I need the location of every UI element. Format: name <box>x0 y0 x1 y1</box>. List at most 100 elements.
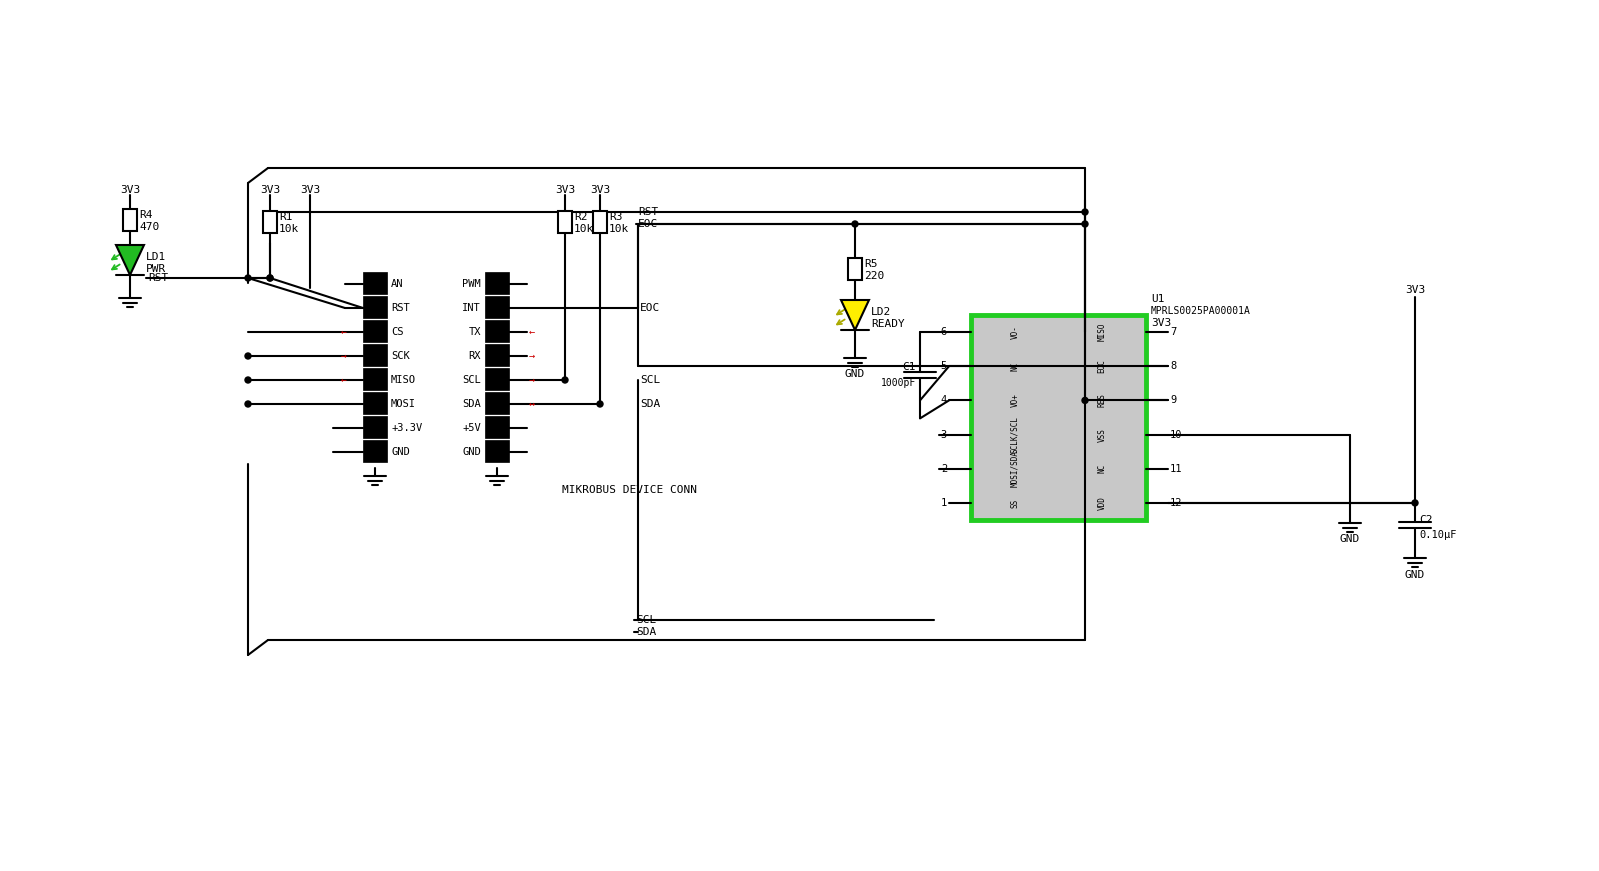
Text: R4: R4 <box>139 210 152 219</box>
Text: RST: RST <box>392 303 409 313</box>
Polygon shape <box>841 300 868 330</box>
Bar <box>363 440 387 462</box>
Bar <box>484 392 508 414</box>
Bar <box>484 368 508 390</box>
Bar <box>363 392 387 414</box>
Bar <box>484 296 508 318</box>
Text: 2: 2 <box>940 463 947 474</box>
Text: →: → <box>529 375 536 385</box>
Bar <box>484 416 508 438</box>
Text: READY: READY <box>871 319 905 329</box>
Text: VSS: VSS <box>1097 428 1107 442</box>
Text: MOSI/SDA: MOSI/SDA <box>1011 450 1020 487</box>
Bar <box>971 315 1146 520</box>
Text: GND: GND <box>844 369 865 379</box>
Text: RES: RES <box>1097 394 1107 408</box>
Circle shape <box>1083 209 1087 215</box>
Text: 12: 12 <box>1170 498 1183 508</box>
Bar <box>484 320 508 342</box>
Text: 1000pF: 1000pF <box>881 378 916 388</box>
Text: 3V3: 3V3 <box>590 185 611 195</box>
Bar <box>847 258 862 280</box>
Text: SDA: SDA <box>636 627 656 637</box>
Text: TX: TX <box>469 327 481 337</box>
Text: →: → <box>529 351 536 361</box>
Text: ↔: ↔ <box>529 399 536 409</box>
Circle shape <box>245 275 251 281</box>
Text: 220: 220 <box>863 271 884 281</box>
Text: VO-: VO- <box>1011 325 1020 339</box>
Circle shape <box>267 275 273 281</box>
Text: 5: 5 <box>940 361 947 371</box>
Text: MISO: MISO <box>1097 323 1107 341</box>
Circle shape <box>596 401 603 407</box>
Bar <box>593 211 608 233</box>
Text: 0.10μF: 0.10μF <box>1418 530 1457 540</box>
Text: 3V3: 3V3 <box>301 185 320 195</box>
Text: 10: 10 <box>1170 429 1183 440</box>
Text: SCLK/SCL: SCLK/SCL <box>1011 416 1020 453</box>
Text: SDA: SDA <box>640 399 660 409</box>
Text: +3.3V: +3.3V <box>392 423 422 433</box>
Text: RST: RST <box>149 273 168 283</box>
Bar <box>484 344 508 366</box>
Text: AN: AN <box>392 279 403 289</box>
Text: MOSI: MOSI <box>392 399 416 409</box>
Bar <box>363 296 387 318</box>
Text: 1: 1 <box>940 498 947 508</box>
Bar <box>363 272 387 294</box>
Text: C1: C1 <box>902 362 916 372</box>
Text: INT: INT <box>462 303 481 313</box>
Circle shape <box>245 377 251 383</box>
Text: MIKROBUS DEVICE CONN: MIKROBUS DEVICE CONN <box>561 485 697 495</box>
Circle shape <box>852 221 859 227</box>
Bar <box>558 211 572 233</box>
Text: 8: 8 <box>1170 361 1177 371</box>
Text: R1: R1 <box>278 212 293 222</box>
Text: 9: 9 <box>1170 395 1177 405</box>
Bar <box>123 208 138 231</box>
Bar <box>363 320 387 342</box>
Text: EOC: EOC <box>1097 360 1107 373</box>
Bar <box>363 416 387 438</box>
Text: SCK: SCK <box>392 351 409 361</box>
Text: 6: 6 <box>940 327 947 337</box>
Text: SCL: SCL <box>640 375 660 385</box>
Text: NC: NC <box>1011 361 1020 371</box>
Text: 10k: 10k <box>574 224 595 234</box>
Text: RX: RX <box>469 351 481 361</box>
Text: ←: ← <box>341 327 347 337</box>
Text: 3V3: 3V3 <box>261 185 280 195</box>
Circle shape <box>561 377 568 383</box>
Text: GND: GND <box>462 447 481 457</box>
Text: SCL: SCL <box>636 615 656 625</box>
Text: R2: R2 <box>574 212 587 222</box>
Text: EOC: EOC <box>638 219 659 229</box>
Text: RST: RST <box>638 207 659 217</box>
Text: EOC: EOC <box>640 303 660 313</box>
Bar <box>484 272 508 294</box>
Text: GND: GND <box>392 447 409 457</box>
Text: GND: GND <box>1340 534 1361 544</box>
Text: LD1: LD1 <box>146 252 166 262</box>
Text: R3: R3 <box>609 212 622 222</box>
Text: ←: ← <box>341 375 347 385</box>
Text: 10k: 10k <box>278 224 299 234</box>
Text: CS: CS <box>392 327 403 337</box>
Text: MPRLS0025PA00001A: MPRLS0025PA00001A <box>1151 306 1250 316</box>
Bar <box>262 211 277 233</box>
Text: U1: U1 <box>1151 294 1164 304</box>
Text: 3V3: 3V3 <box>1406 285 1425 295</box>
Text: SS: SS <box>1011 498 1020 508</box>
Circle shape <box>245 353 251 359</box>
Circle shape <box>1083 397 1087 403</box>
Text: 10k: 10k <box>609 224 630 234</box>
Text: 11: 11 <box>1170 463 1183 474</box>
Text: 7: 7 <box>1170 327 1177 337</box>
Bar <box>363 368 387 390</box>
Text: SCL: SCL <box>462 375 481 385</box>
Text: C2: C2 <box>1418 515 1433 525</box>
Text: NC: NC <box>1097 464 1107 473</box>
Text: +5V: +5V <box>462 423 481 433</box>
Text: PWR: PWR <box>146 264 166 274</box>
